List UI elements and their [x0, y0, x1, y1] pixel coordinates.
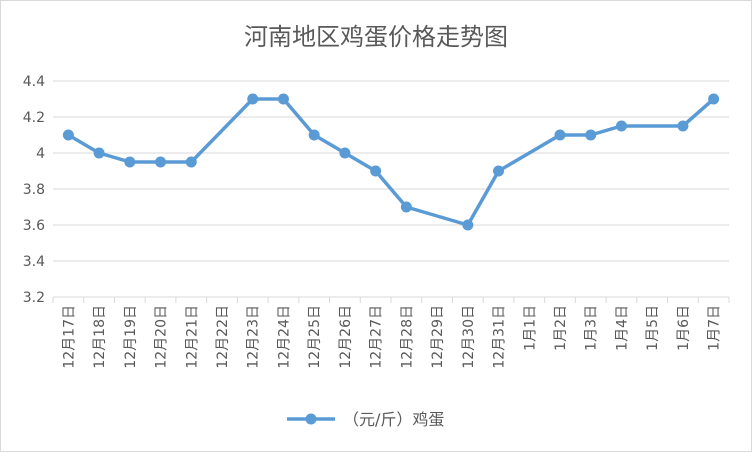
x-tick-label: 12月24日 [276, 305, 292, 369]
data-point [308, 129, 320, 141]
x-tick-label: 1月7日 [707, 305, 723, 351]
x-tick-label: 12月30日 [461, 305, 477, 369]
data-point [247, 93, 259, 105]
y-tick-label: 3.8 [23, 182, 45, 198]
data-point [339, 147, 351, 159]
x-axis: 12月17日 12月18日 12月19日 12月20日 12月21日 12月22日 12月2… [52, 297, 730, 369]
y-axis-tick-labels: 3.2 3.4 3.6 3.8 4 4.2 4.4 [23, 74, 45, 306]
x-tick-label: 12月21日 [184, 305, 200, 369]
y-tick-label: 3.4 [23, 254, 45, 270]
data-point [585, 129, 597, 141]
chart-title: 河南地区鸡蛋价格走势图 [244, 23, 508, 51]
x-tick-label: 1月5日 [645, 305, 661, 351]
x-tick-label: 12月26日 [338, 305, 354, 369]
y-tick-label: 4 [36, 146, 45, 162]
x-tick-label: 1月3日 [584, 305, 600, 351]
series-group [62, 93, 720, 231]
data-point [124, 156, 136, 168]
data-point [708, 93, 720, 105]
data-point [62, 129, 74, 141]
legend: （元/斤）鸡蛋 [287, 410, 444, 429]
x-tick-label: 1月4日 [614, 305, 630, 351]
x-tick-label: 12月27日 [369, 305, 385, 369]
data-point [462, 219, 474, 231]
legend-marker [305, 413, 317, 425]
series-0 [62, 93, 720, 231]
x-tick-label: 1月1日 [522, 305, 538, 351]
data-point [400, 201, 412, 213]
x-tick-label: 1月6日 [676, 305, 692, 351]
x-tick-label: 12月18日 [92, 305, 108, 369]
data-point [155, 156, 167, 168]
x-tick-label: 12月29日 [430, 305, 446, 369]
y-tick-label: 3.6 [23, 218, 45, 234]
data-point [554, 129, 566, 141]
data-point [493, 165, 505, 177]
x-tick-label: 1月2日 [553, 305, 569, 351]
x-tick-label: 12月19日 [123, 305, 139, 369]
data-point [677, 120, 689, 132]
legend-label: （元/斤）鸡蛋 [343, 410, 444, 429]
data-point [93, 147, 105, 159]
x-tick-label: 12月31日 [492, 305, 508, 369]
y-tick-label: 3.2 [23, 290, 45, 306]
y-tick-label: 4.2 [23, 110, 45, 126]
data-point [277, 93, 289, 105]
x-tick-label: 12月22日 [215, 305, 231, 369]
data-point [615, 120, 627, 132]
x-tick-label: 12月25日 [307, 305, 323, 369]
data-point [185, 156, 197, 168]
data-point [370, 165, 382, 177]
x-tick-label: 12月17日 [61, 305, 77, 369]
x-tick-label: 12月28日 [399, 305, 415, 369]
y-tick-label: 4.4 [23, 74, 45, 90]
gridlines [53, 80, 729, 298]
x-tick-label: 12月23日 [246, 305, 262, 369]
x-tick-label: 12月20日 [154, 305, 170, 369]
